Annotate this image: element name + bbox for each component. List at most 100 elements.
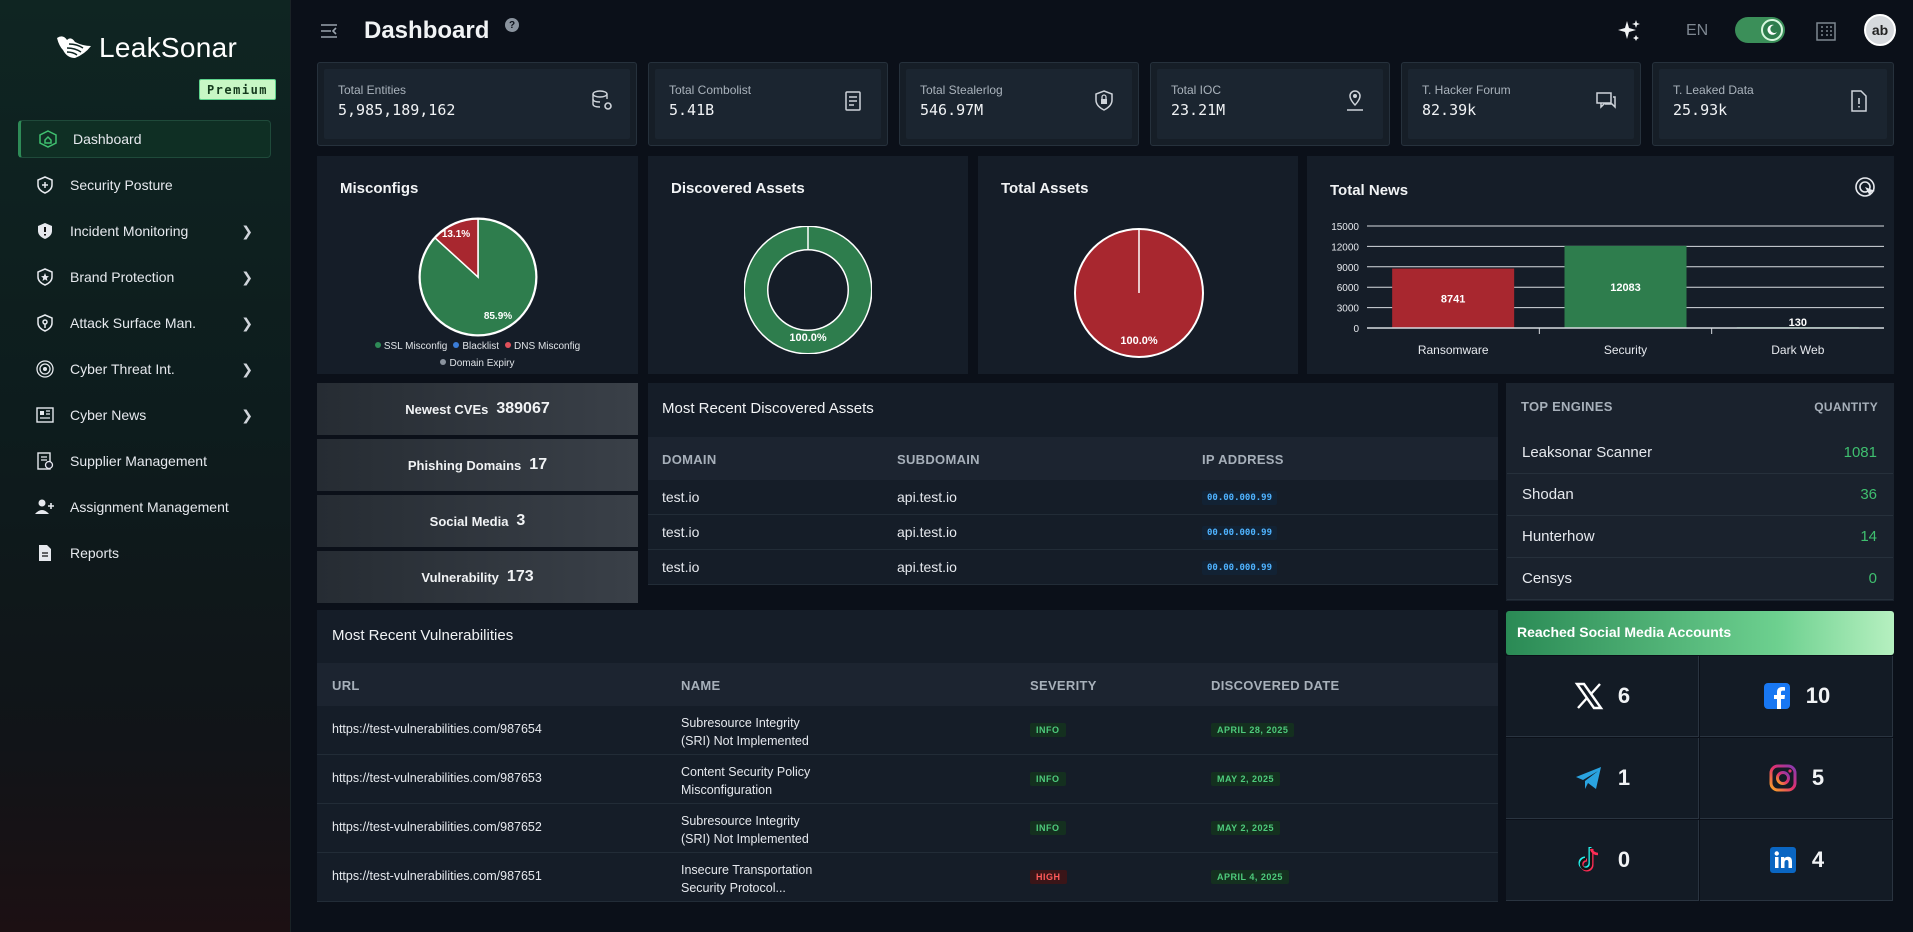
stat-label: T. Leaked Data (1673, 83, 1754, 97)
quick-stat-value: 17 (529, 456, 548, 473)
ai-sparkle-icon[interactable] (1616, 18, 1642, 44)
subdomain-cell: api.test.io (897, 559, 957, 575)
table-row[interactable]: https://test-vulnerabilities.com/987651 … (317, 853, 1498, 902)
chevron-right-icon: ❯ (241, 361, 253, 377)
quick-stat-social-media[interactable]: Social Media 3 (317, 495, 638, 547)
pie-slice (434, 218, 479, 279)
stat-card-t-leaked-data[interactable]: T. Leaked Data 25.93k (1652, 62, 1894, 146)
stat-value: 25.93k (1673, 101, 1728, 119)
engine-name: Leaksonar Scanner (1522, 444, 1653, 461)
misconfigs-pie-chart[interactable]: 85.9% 13.1% (417, 216, 539, 338)
sidebar-item-cyber-news[interactable]: Cyber News ❯ (18, 396, 271, 434)
col-name: NAME (681, 678, 721, 693)
sidebar-item-cyber-threat-int[interactable]: Cyber Threat Int. ❯ (18, 350, 271, 388)
table-row[interactable]: test.io api.test.io 00.00.000.99 (648, 480, 1498, 515)
social-tile-telegram[interactable]: 1 (1506, 738, 1699, 819)
stat-card-body: Total Combolist 5.41B (655, 69, 881, 139)
stat-card-total-entities[interactable]: Total Entities 5,985,189,162 (317, 62, 637, 146)
bat-logo-icon (55, 32, 95, 64)
table-row[interactable]: https://test-vulnerabilities.com/987652 … (317, 804, 1498, 853)
pie-label: 85.9% (484, 311, 512, 322)
stat-card-total-stealerlog[interactable]: Total Stealerlog 546.97M (899, 62, 1139, 146)
menu-collapse-icon[interactable] (318, 20, 340, 42)
quick-stat-newest-cves[interactable]: Newest CVEs 389067 (317, 383, 638, 435)
legend-item[interactable]: DNS Misconfig (505, 341, 580, 352)
legend-item[interactable]: SSL Misconfig (374, 341, 447, 352)
total-assets-pie[interactable]: 100.0% (1072, 226, 1206, 360)
sidebar-item-brand-protection[interactable]: Brand Protection ❯ (18, 258, 271, 296)
stat-card-body: T. Hacker Forum 82.39k (1408, 69, 1634, 139)
domain-cell: test.io (662, 559, 700, 575)
chevron-right-icon: ❯ (241, 223, 253, 239)
vuln-url-cell[interactable]: https://test-vulnerabilities.com/987654 (332, 722, 542, 736)
social-tile-facebook[interactable]: 10 (1700, 656, 1893, 737)
severity-badge: INFO (1030, 723, 1066, 737)
table-row[interactable]: https://test-vulnerabilities.com/987654 … (317, 706, 1498, 755)
report-icon (34, 542, 56, 564)
sidebar-item-security-posture[interactable]: Security Posture (18, 166, 271, 204)
col-domain: DOMAIN (662, 452, 717, 467)
top-engines-panel: TOP ENGINES QUANTITY (1506, 383, 1894, 601)
radar-icon (34, 358, 56, 380)
sidebar-item-label: Reports (70, 545, 120, 561)
language-selector[interactable]: EN (1686, 22, 1709, 39)
social-tile-tiktok[interactable]: 0 (1506, 820, 1699, 901)
social-tile-linkedin[interactable]: 4 (1700, 820, 1893, 901)
chat-icon (1594, 89, 1618, 113)
recent-assets-title: Most Recent Discovered Assets (662, 400, 874, 417)
premium-badge: Premium (199, 79, 276, 100)
theme-toggle[interactable] (1735, 17, 1785, 43)
stat-value: 82.39k (1422, 101, 1477, 119)
legend-item[interactable]: Blacklist (453, 341, 499, 352)
table-row[interactable]: test.io api.test.io 00.00.000.99 (648, 550, 1498, 585)
brand-logo[interactable]: LeakSonar (55, 32, 237, 64)
help-icon[interactable]: ? (505, 18, 519, 32)
discovered-date-badge: MAY 2, 2025 (1211, 821, 1281, 835)
stat-card-total-combolist[interactable]: Total Combolist 5.41B (648, 62, 888, 146)
chevron-right-icon: ❯ (241, 407, 253, 423)
sidebar-item-incident-monitoring[interactable]: Incident Monitoring ❯ (18, 212, 271, 250)
user-avatar[interactable]: ab (1864, 14, 1896, 46)
quick-stat-phishing-domains[interactable]: Phishing Domains 17 (317, 439, 638, 491)
stat-card-total-ioc[interactable]: Total IOC 23.21M (1150, 62, 1390, 146)
engine-row[interactable]: Censys 0 (1507, 558, 1893, 600)
home-icon (37, 128, 59, 150)
facebook-icon (1762, 681, 1792, 711)
discovered-date-badge: APRIL 28, 2025 (1211, 723, 1295, 737)
table-row[interactable]: test.io api.test.io 00.00.000.99 (648, 515, 1498, 550)
sidebar-item-label: Cyber News (70, 407, 147, 423)
sidebar-item-label: Cyber Threat Int. (70, 361, 175, 377)
legend-item[interactable]: Domain Expiry (440, 358, 515, 369)
total-assets-label: 100.0% (1120, 335, 1158, 347)
engine-quantity: 14 (1860, 528, 1877, 545)
sidebar: LeakSonar Premium Dashboard Security Pos… (0, 0, 291, 932)
vuln-url-cell[interactable]: https://test-vulnerabilities.com/987652 (332, 820, 542, 834)
total-news-bar-chart[interactable]: 15000 12000 9000 6000 3000 0 8741 Ransomware 120… (1307, 216, 1894, 366)
discovered-assets-donut[interactable]: 100.0% (744, 226, 872, 354)
engine-quantity: 1081 (1843, 444, 1877, 461)
engine-row[interactable]: Leaksonar Scanner 1081 (1507, 432, 1893, 474)
sidebar-item-assignment-management[interactable]: Assignment Management (18, 488, 271, 526)
sidebar-item-attack-surface-man[interactable]: Attack Surface Man. ❯ (18, 304, 271, 342)
social-tile-x-twitter[interactable]: 6 (1506, 656, 1699, 737)
social-tile-instagram[interactable]: 5 (1700, 738, 1893, 819)
vuln-url-cell[interactable]: https://test-vulnerabilities.com/987653 (332, 771, 542, 785)
sidebar-item-reports[interactable]: Reports (18, 534, 271, 572)
table-row[interactable]: https://test-vulnerabilities.com/987653 … (317, 755, 1498, 804)
quick-stat-vulnerability[interactable]: Vulnerability 173 (317, 551, 638, 603)
sidebar-item-dashboard[interactable]: Dashboard (18, 120, 271, 158)
discovered-date-badge: APRIL 4, 2025 (1211, 870, 1289, 884)
engine-row[interactable]: Hunterhow 14 (1507, 516, 1893, 558)
database-gear-icon (590, 89, 614, 113)
discovered-date-badge: MAY 2, 2025 (1211, 772, 1281, 786)
engine-row[interactable]: Shodan 36 (1507, 474, 1893, 516)
misconfigs-title: Misconfigs (340, 180, 419, 197)
vuln-url-cell[interactable]: https://test-vulnerabilities.com/987651 (332, 869, 542, 883)
stat-label: Total Combolist (669, 83, 752, 97)
target-cursor-icon[interactable] (1854, 176, 1878, 200)
stat-card-t-hacker-forum[interactable]: T. Hacker Forum 82.39k (1401, 62, 1641, 146)
social-accounts-header: Reached Social Media Accounts (1506, 611, 1894, 655)
subdomain-cell: api.test.io (897, 489, 957, 505)
sidebar-item-supplier-management[interactable]: Supplier Management (18, 442, 271, 480)
organization-icon[interactable] (1815, 20, 1837, 42)
